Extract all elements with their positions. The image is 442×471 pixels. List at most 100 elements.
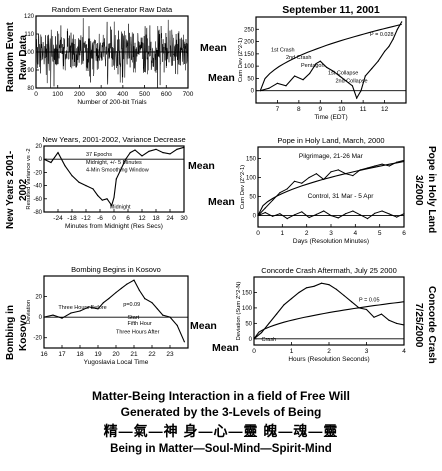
y-tick-label: 80 — [27, 86, 34, 92]
y-tick-label: 0 — [39, 157, 43, 163]
y-tick-label: 100 — [246, 175, 257, 181]
data-point — [293, 180, 296, 182]
x-tick-label: 8 — [297, 106, 301, 113]
y-axis-label: Cum Dev (Z^2-1) — [240, 165, 246, 209]
x-axis-label: Hours (Resolution Seconds) — [288, 356, 369, 363]
data-point — [129, 152, 131, 154]
data-point — [176, 324, 178, 326]
x-tick-label: 20 — [112, 351, 120, 358]
data-point — [377, 60, 379, 62]
data-point — [345, 80, 347, 82]
data-point — [294, 75, 296, 77]
data-point — [88, 306, 90, 308]
chart-p6: 0 1 2 3 4 0 50 100 150 Concorde Crash Aftermath, … — [236, 266, 406, 363]
data-point — [359, 169, 361, 171]
chart-p3: -24 -18 -12 -6 0 6 12 18 24 30-80-60-40-20020New … — [26, 135, 188, 230]
annotation: Midnight — [110, 205, 131, 211]
x-tick-label: 0 — [252, 348, 256, 355]
data-point — [403, 324, 405, 326]
y-tick-label: 150 — [246, 156, 257, 162]
annotation: Fifth Hour — [128, 321, 152, 327]
data-point — [308, 216, 310, 219]
data-point — [309, 72, 311, 75]
plot-frame — [255, 16, 407, 104]
data-point — [345, 213, 347, 215]
data-point — [97, 194, 99, 197]
data-point — [323, 210, 325, 212]
data-point — [339, 75, 341, 77]
y-tick-label: 20 — [35, 295, 42, 301]
data-point — [315, 213, 317, 215]
data-point — [156, 308, 158, 310]
data-point — [283, 304, 285, 306]
data-point — [337, 217, 339, 219]
chart-title: Pope in Holy Land, March, 2000 — [277, 136, 384, 145]
caption-line-4: Being in Matter—Soul-Mind—Spirit-Mind — [110, 443, 332, 455]
x-axis-label: Minutes from Midnight (Res Secs) — [65, 223, 163, 230]
data-point — [392, 38, 394, 40]
y-tick-label: 150 — [242, 290, 253, 296]
significance-envelope — [257, 160, 405, 216]
data-point — [313, 285, 315, 287]
data-point — [293, 214, 296, 216]
data-point — [365, 308, 368, 311]
data-point — [384, 50, 386, 53]
data-point — [374, 165, 376, 167]
x-tick-label: 2 — [327, 348, 331, 355]
chart-title: New Years, 2001-2002, Variance Decrease — [42, 135, 185, 144]
data-point — [352, 175, 354, 177]
x-tick-label: 9 — [318, 106, 322, 113]
chart-title: Random Event Generator Raw Data — [52, 5, 173, 14]
raw-trial-series — [35, 18, 189, 88]
data-series — [260, 21, 403, 100]
mean-label-p6: Mean — [212, 342, 239, 354]
x-tick-label: 0 — [34, 91, 38, 98]
data-point — [308, 176, 310, 179]
y-tick-label: 150 — [244, 52, 255, 58]
x-tick-label: -24 — [53, 215, 63, 222]
mean-label-p5: Mean — [190, 320, 217, 332]
y-tick-label: -60 — [33, 197, 42, 203]
data-point — [301, 182, 303, 184]
data-point — [403, 159, 405, 161]
data-point — [64, 165, 66, 167]
x-tick-label: 4 — [354, 230, 358, 237]
chart-p2: 7 8 9 10 11 12 0 50 100 150 200 250 September 11, 20… — [238, 4, 407, 121]
data-point — [319, 60, 321, 62]
side-label-concorde: Concorde Crash 7/25/2000 — [413, 286, 437, 364]
data-point — [102, 302, 104, 304]
data-point — [50, 161, 52, 164]
data-point — [358, 307, 360, 309]
y-tick-label: 100 — [242, 306, 253, 312]
data-point — [350, 301, 353, 303]
significance-envelope — [253, 301, 405, 340]
data-point — [43, 316, 45, 318]
y-axis-label: Deviation — [26, 300, 32, 324]
y-tick-label: -40 — [33, 184, 42, 190]
chart-p4: 0 1 2 3 4 5 6 0 50 100 150 Pope in Holy Land, March… — [240, 136, 406, 245]
x-tick-label: 0 — [112, 215, 116, 222]
series-label: Control, 31 Mar - 5 Apr — [308, 193, 375, 200]
y-tick-label: 200 — [244, 40, 255, 46]
data-point — [360, 90, 362, 92]
data-point — [396, 216, 398, 218]
data-point — [155, 148, 157, 150]
x-tick-label: 2 — [305, 230, 309, 237]
data-point — [138, 289, 140, 291]
x-tick-label: 12 — [138, 215, 146, 222]
data-point — [351, 85, 353, 87]
y-tick-label: 100 — [24, 50, 35, 56]
x-tick-label: 0 — [256, 230, 260, 237]
data-point — [388, 319, 390, 321]
plot-frame — [257, 146, 405, 228]
data-point — [286, 218, 288, 220]
caption-line-3: 精—氣—神 身—心—靈 魄—魂—靈 — [103, 423, 339, 439]
x-tick-label: 17 — [58, 351, 66, 358]
y-tick-label: 90 — [27, 68, 34, 74]
plot-frame — [43, 275, 189, 349]
plot-frame — [43, 145, 185, 213]
data-point — [169, 316, 171, 318]
data-point — [286, 188, 288, 190]
x-tick-label: 7 — [276, 106, 280, 113]
annotation: Three Hours Before — [58, 305, 106, 311]
